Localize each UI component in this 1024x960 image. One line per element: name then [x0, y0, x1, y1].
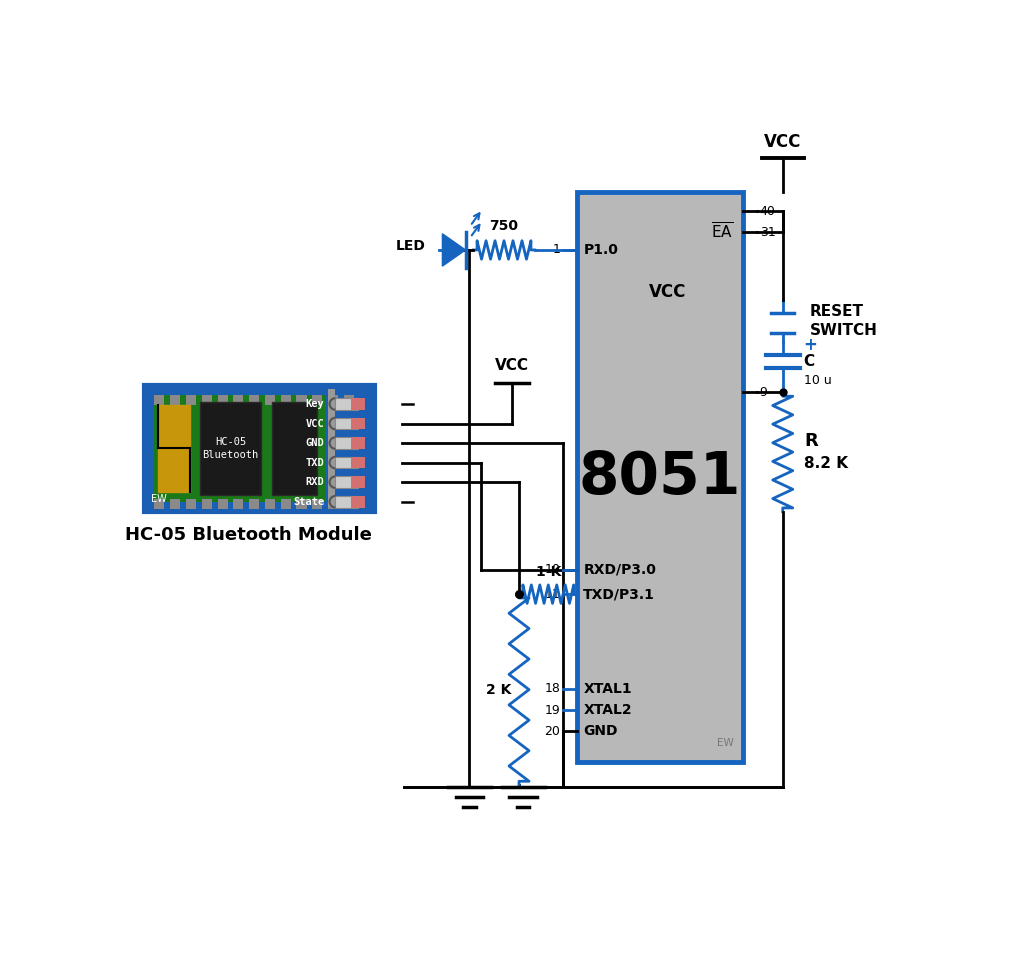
Text: 11: 11	[545, 588, 560, 601]
Bar	[297, 395, 306, 405]
Text: 2 K: 2 K	[486, 683, 511, 697]
Bar	[272, 401, 316, 494]
Bar	[578, 192, 742, 762]
Text: RESET
SWITCH: RESET SWITCH	[810, 304, 878, 338]
Bar	[200, 401, 261, 494]
Text: LED: LED	[395, 239, 425, 253]
Bar	[351, 457, 365, 468]
Bar	[328, 395, 338, 405]
Text: 10: 10	[545, 563, 560, 576]
Bar	[170, 499, 180, 509]
Bar	[312, 395, 323, 405]
Text: 1 K: 1 K	[536, 564, 561, 579]
Text: 20: 20	[545, 725, 560, 737]
Bar	[144, 385, 376, 512]
Bar	[336, 438, 358, 449]
Text: 19: 19	[545, 704, 560, 717]
Text: VCC: VCC	[649, 283, 686, 301]
Bar	[202, 499, 212, 509]
Polygon shape	[442, 234, 466, 266]
Text: P1.0: P1.0	[584, 243, 618, 257]
Bar	[344, 395, 354, 405]
Bar	[351, 496, 365, 508]
Text: 18: 18	[545, 683, 560, 695]
Bar	[265, 395, 274, 405]
Bar	[249, 395, 259, 405]
Bar	[344, 499, 354, 509]
Text: $\overline{\mathrm{EA}}$: $\overline{\mathrm{EA}}$	[712, 222, 733, 242]
Text: 40: 40	[760, 204, 775, 218]
Bar	[144, 385, 376, 512]
Bar	[281, 499, 291, 509]
Text: VCC: VCC	[764, 133, 802, 152]
Text: VCC: VCC	[495, 358, 528, 373]
Bar	[336, 457, 358, 468]
Bar	[351, 476, 365, 488]
Bar	[155, 395, 326, 502]
Bar	[312, 499, 323, 509]
Bar	[351, 438, 365, 449]
Bar	[158, 405, 189, 492]
Bar	[202, 395, 212, 405]
Bar	[336, 418, 358, 429]
Bar	[170, 395, 180, 405]
Text: State: State	[293, 496, 325, 507]
Bar	[186, 499, 196, 509]
Text: VCC: VCC	[306, 419, 325, 428]
Text: GND: GND	[306, 438, 325, 448]
Text: 750: 750	[489, 219, 518, 233]
Text: TXD: TXD	[306, 458, 325, 468]
Bar	[217, 499, 227, 509]
Bar	[351, 418, 365, 429]
Bar	[328, 499, 338, 509]
Text: HC-05
Bluetooth: HC-05 Bluetooth	[203, 437, 259, 460]
Text: C: C	[804, 354, 815, 369]
Text: RXD/P3.0: RXD/P3.0	[584, 563, 656, 577]
Bar	[336, 496, 358, 508]
Bar	[336, 398, 358, 410]
Bar	[161, 408, 186, 445]
Bar	[328, 390, 336, 507]
Text: EW: EW	[717, 738, 733, 748]
Text: 8051: 8051	[579, 448, 741, 506]
Bar	[186, 395, 196, 405]
Text: HC-05 Bluetooth Module: HC-05 Bluetooth Module	[125, 526, 372, 543]
Text: XTAL1: XTAL1	[584, 682, 632, 696]
Bar	[351, 398, 365, 410]
Text: GND: GND	[584, 724, 617, 738]
Text: TXD/P3.1: TXD/P3.1	[584, 588, 655, 601]
Bar	[217, 395, 227, 405]
Bar	[265, 499, 274, 509]
Text: 10 u: 10 u	[804, 373, 831, 387]
Bar	[336, 476, 358, 488]
Bar	[281, 395, 291, 405]
Text: +: +	[804, 336, 817, 354]
Text: XTAL2: XTAL2	[584, 704, 632, 717]
Bar	[233, 395, 244, 405]
Bar	[155, 395, 165, 405]
Bar	[233, 499, 244, 509]
Text: RXD: RXD	[306, 477, 325, 487]
Text: 31: 31	[760, 226, 775, 239]
Text: 1: 1	[552, 244, 560, 256]
Text: Key: Key	[306, 399, 325, 409]
Text: R: R	[804, 432, 818, 449]
Bar	[161, 451, 186, 489]
Bar	[297, 499, 306, 509]
Bar	[249, 499, 259, 509]
Text: EW: EW	[151, 494, 166, 504]
Text: 9: 9	[760, 386, 768, 399]
Text: 8.2 K: 8.2 K	[804, 456, 848, 471]
Bar	[155, 499, 165, 509]
